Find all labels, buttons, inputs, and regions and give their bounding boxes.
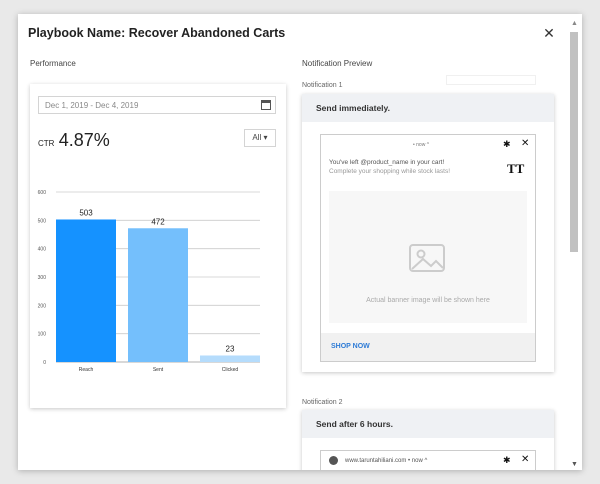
shop-now-button[interactable]: SHOP NOW <box>321 333 535 361</box>
bar-value-label: 472 <box>151 217 165 226</box>
bar-sent[interactable] <box>128 228 188 362</box>
x-category-label: Reach <box>79 367 94 373</box>
notification-1-label: Notification 1 <box>302 82 343 89</box>
performance-chart: 0 100 200 300 400 500 600 503 Reach 472 Sent 23 Clic… <box>38 190 260 373</box>
scroll-thumb[interactable] <box>570 32 578 252</box>
calendar-icon[interactable] <box>261 100 271 110</box>
notification-submessage: Complete your shopping while stock lasts… <box>329 168 451 175</box>
banner-placeholder-text: Actual banner image will be shown here <box>366 297 490 304</box>
date-range-picker[interactable]: Dec 1, 2019 - Dec 4, 2019 <box>38 96 276 114</box>
bar-reach[interactable] <box>56 219 116 362</box>
y-tick-label: 300 <box>38 275 47 281</box>
close-icon[interactable]: ✕ <box>521 454 530 465</box>
close-icon[interactable]: ✕ <box>521 138 530 149</box>
ctr-value: 4.87% <box>58 130 110 150</box>
notification-1-header: Send immediately. <box>302 94 554 122</box>
ctr-label: CTR <box>38 139 55 148</box>
performance-label: Performance <box>30 59 76 68</box>
scroll-down-arrow-icon[interactable]: ▼ <box>571 461 578 468</box>
modal-title: Playbook Name: Recover Abandoned Carts <box>28 26 286 40</box>
x-category-label: Sent <box>153 367 164 373</box>
notification-time: • now ^ <box>413 142 430 148</box>
scroll-up-arrow-icon[interactable]: ▲ <box>571 20 578 27</box>
notification-1-mock: • now ^ ✱ ✕ You've left @product_name in… <box>320 134 536 362</box>
date-range-value: Dec 1, 2019 - Dec 4, 2019 <box>45 101 139 110</box>
close-icon[interactable]: ✕ <box>543 25 555 41</box>
bar-value-label: 503 <box>79 208 93 217</box>
gear-icon[interactable]: ✱ <box>503 455 511 465</box>
filter-dropdown[interactable]: All ▾ <box>244 129 276 147</box>
notification-2-label: Notification 2 <box>302 399 343 406</box>
y-tick-label: 200 <box>38 303 47 309</box>
notification-message: You've left @product_name in your cart! <box>329 159 445 166</box>
banner-placeholder: Actual banner image will be shown here <box>329 191 527 323</box>
notification-1-card: Send immediately. • now ^ ✱ ✕ You've lef… <box>302 94 554 372</box>
y-tick-label: 500 <box>38 218 47 224</box>
notification-2-source: www.taruntahiliani.com • now ^ <box>345 458 428 464</box>
y-tick-label: 100 <box>38 332 47 338</box>
bar-clicked[interactable] <box>200 355 260 362</box>
x-category-label: Clicked <box>222 367 239 373</box>
playbook-modal: Playbook Name: Recover Abandoned Carts ✕… <box>18 14 582 470</box>
y-tick-label: 0 <box>43 360 46 366</box>
bar-value-label: 23 <box>226 344 235 353</box>
y-tick-label: 600 <box>38 190 47 196</box>
performance-card: Dec 1, 2019 - Dec 4, 2019 CTR 4.87% All … <box>30 84 286 408</box>
notification-2-header: Send after 6 hours. <box>302 410 554 438</box>
ctr-metric: CTR 4.87% <box>38 130 110 151</box>
notification-preview-label: Notification Preview <box>302 59 373 68</box>
preview-field[interactable] <box>446 75 536 85</box>
brand-logo: TT <box>507 161 525 176</box>
image-placeholder-icon <box>409 244 445 272</box>
site-favicon-icon <box>329 456 338 465</box>
scrollbar[interactable]: ▲ ▼ <box>568 20 580 470</box>
notification-2-mock: www.taruntahiliani.com • now ^ ✱ ✕ <box>320 450 536 470</box>
y-tick-label: 400 <box>38 247 47 253</box>
notification-2-card: Send after 6 hours. www.taruntahiliani.c… <box>302 410 554 470</box>
gear-icon[interactable]: ✱ <box>503 139 511 149</box>
